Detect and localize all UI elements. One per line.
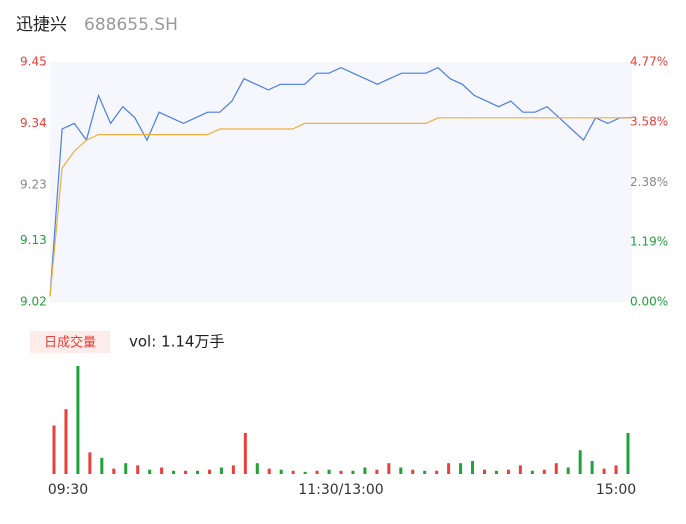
y2-tick-label: 1.19% xyxy=(630,235,668,249)
volume-bar xyxy=(542,469,546,474)
y2-tick-label: 3.58% xyxy=(630,114,668,128)
volume-bar xyxy=(411,469,415,474)
volume-label: vol: 1.14万手 xyxy=(129,333,224,351)
volume-bar xyxy=(255,463,259,474)
y-tick-label: 9.13 xyxy=(20,233,47,247)
volume-bar xyxy=(291,470,295,474)
x-tick-label: 09:30 xyxy=(48,482,88,498)
y-tick-label: 9.23 xyxy=(20,177,47,191)
volume-bar xyxy=(184,470,188,474)
volume-bar xyxy=(375,469,379,474)
volume-bar xyxy=(100,457,104,474)
volume-bar xyxy=(363,467,367,474)
volume-bar xyxy=(172,470,176,474)
y2-tick-label: 2.38% xyxy=(630,175,668,189)
price-line xyxy=(49,117,632,297)
volume-bar xyxy=(207,469,211,474)
y-tick-label: 9.45 xyxy=(20,55,47,69)
volume-bar xyxy=(471,461,475,474)
volume-bar xyxy=(64,409,68,474)
volume-bar xyxy=(459,463,463,474)
volume-bar xyxy=(339,470,343,474)
volume-bar xyxy=(267,468,271,474)
y2-tick-label: 4.77% xyxy=(630,55,668,69)
y2-tick-label: 0.00% xyxy=(630,295,668,309)
volume-bar xyxy=(530,470,534,474)
volume-bar xyxy=(387,463,391,474)
volume-bar xyxy=(494,470,498,474)
volume-bar xyxy=(566,467,570,474)
volume-bar xyxy=(160,467,164,474)
x-tick-label: 11:30/13:00 xyxy=(298,482,383,498)
volume-bar xyxy=(435,470,439,474)
volume-bar xyxy=(447,463,451,474)
volume-bar xyxy=(554,463,558,474)
volume-bar xyxy=(196,470,199,474)
volume-bar xyxy=(52,425,56,474)
price-line xyxy=(49,66,632,297)
volume-bar xyxy=(578,450,582,474)
plot-area xyxy=(50,62,632,302)
volume-bar xyxy=(124,463,128,474)
stock-code: 688655.SH xyxy=(84,15,178,35)
y-tick-label: 9.34 xyxy=(20,116,47,130)
volume-bar xyxy=(243,432,247,474)
volume-bar xyxy=(88,452,92,474)
volume-bar xyxy=(399,467,403,474)
volume-bar xyxy=(76,366,80,474)
volume-bar xyxy=(219,467,223,474)
volume-bar xyxy=(518,465,522,474)
stock-name: 迅捷兴 xyxy=(16,15,67,35)
volume-bar xyxy=(303,471,307,474)
volume-bar xyxy=(351,470,355,474)
volume-bar xyxy=(590,461,594,474)
volume-button[interactable] xyxy=(30,331,110,353)
volume-bar xyxy=(112,468,116,474)
volume-bar xyxy=(148,469,152,474)
volume-bar xyxy=(279,469,283,474)
x-tick-label: 15:00 xyxy=(596,482,636,498)
volume-bar xyxy=(602,468,606,474)
volume-button-label[interactable]: 日成交量 xyxy=(44,335,96,351)
volume-bar xyxy=(506,469,510,474)
y-tick-label: 9.02 xyxy=(20,295,47,309)
volume-bar xyxy=(327,469,331,474)
volume-bar xyxy=(423,470,427,474)
volume-bar xyxy=(626,432,630,474)
volume-bar xyxy=(315,470,319,474)
volume-bar xyxy=(136,465,140,474)
volume-bar xyxy=(483,469,486,474)
volume-bar xyxy=(614,465,618,474)
volume-bar xyxy=(231,465,235,474)
